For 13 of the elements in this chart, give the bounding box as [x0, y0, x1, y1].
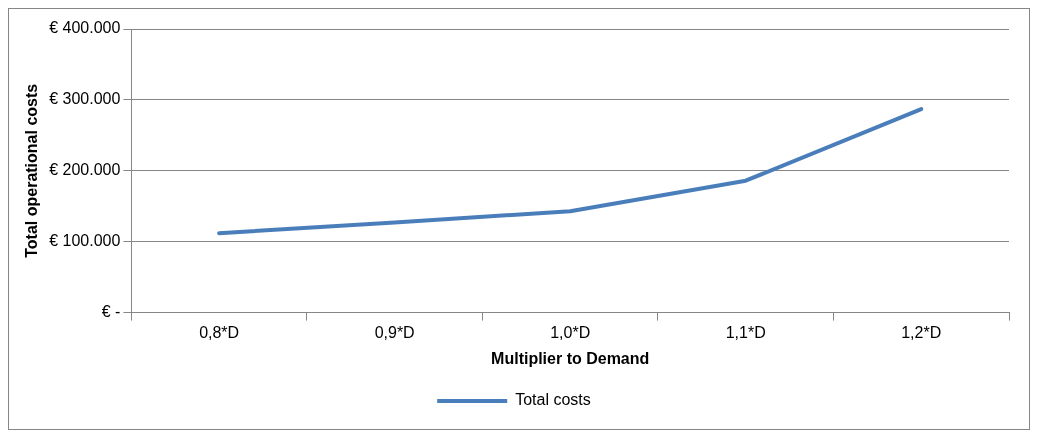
- legend-label: Total costs: [515, 391, 591, 409]
- x-tick-label: 0,9*D: [374, 323, 415, 341]
- y-tick-label: € 100.000: [49, 232, 121, 250]
- x-axis-title: Multiplier to Demand: [491, 349, 650, 367]
- x-tick-label: 1,1*D: [725, 323, 766, 341]
- x-tick-label: 0,8*D: [199, 323, 240, 341]
- x-tick-label: 1,0*D: [550, 323, 591, 341]
- y-tick-label: € -: [101, 303, 121, 321]
- x-tick-label: 1,2*D: [901, 323, 942, 341]
- y-tick-label: € 200.000: [49, 161, 121, 179]
- y-axis-title: Total operational costs: [23, 83, 41, 258]
- y-tick-label: € 400.000: [49, 19, 121, 37]
- y-tick-label: € 300.000: [49, 90, 121, 108]
